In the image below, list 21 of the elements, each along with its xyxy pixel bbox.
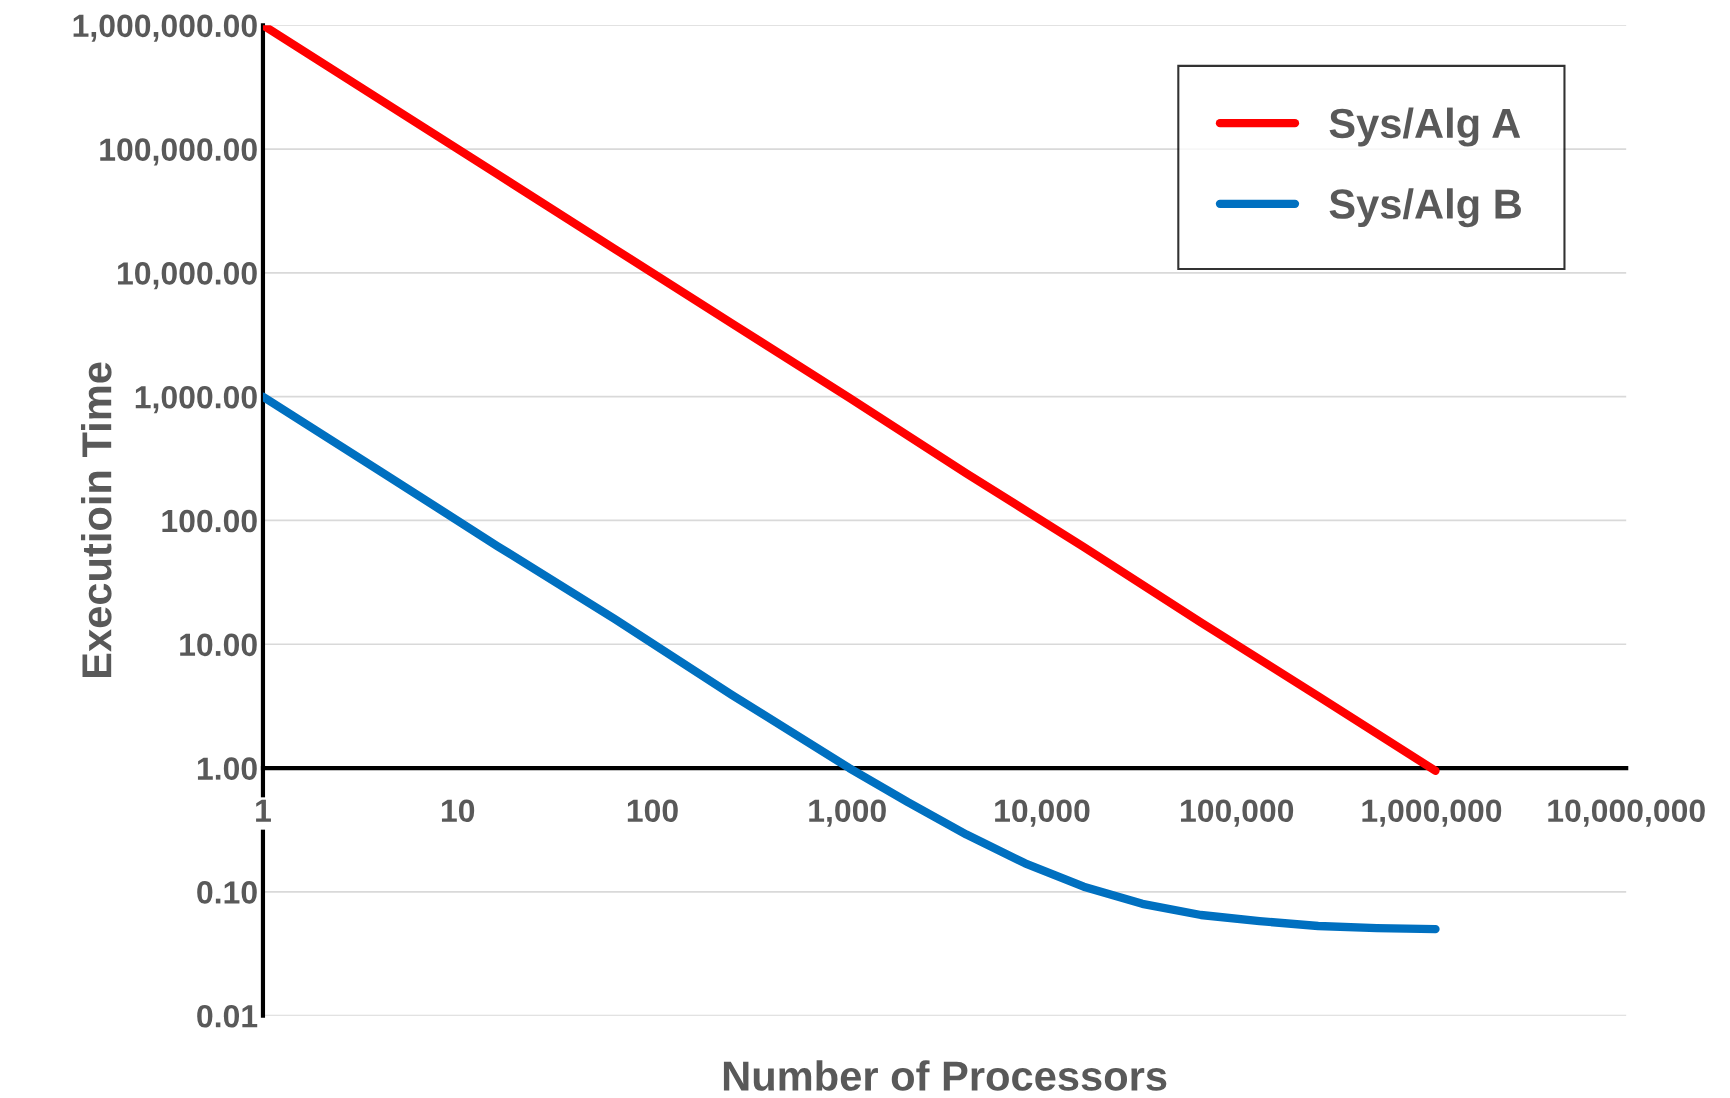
x-tick-label: 10,000 <box>995 799 1090 827</box>
y-tick-label: 10.00 <box>180 633 257 657</box>
y-tick-label: 1,000,000.00 <box>73 14 257 42</box>
legend-label: Sys/Alg B <box>1329 188 1521 228</box>
y-tick-label: 0.10 <box>197 881 257 904</box>
x-tick-label: 1,000,000 <box>1362 799 1502 827</box>
legend-label: Sys/Alg A <box>1329 107 1521 147</box>
y-tick-label: 100,000.00 <box>100 138 257 166</box>
y-tick-label: 10,000.00 <box>118 262 257 290</box>
y-tick-label: 0.01 <box>197 1004 258 1028</box>
y-tick-label: 100.00 <box>162 509 257 533</box>
x-tick-label: 1 <box>256 799 271 822</box>
x-tick-label: 100,000 <box>1180 799 1294 827</box>
y-tick-label: 1.00 <box>197 757 257 780</box>
y-axis-title: Executioin Time <box>80 362 112 678</box>
x-tick-label: 1,000 <box>809 799 886 827</box>
x-tick-label: 100 <box>627 799 678 823</box>
y-tick-label: 1,000.00 <box>135 385 257 414</box>
x-axis-title: Number of Processors <box>723 1060 1167 1091</box>
x-tick-label: 10,000,000 <box>1548 799 1705 827</box>
x-tick-label: 10 <box>441 799 475 823</box>
